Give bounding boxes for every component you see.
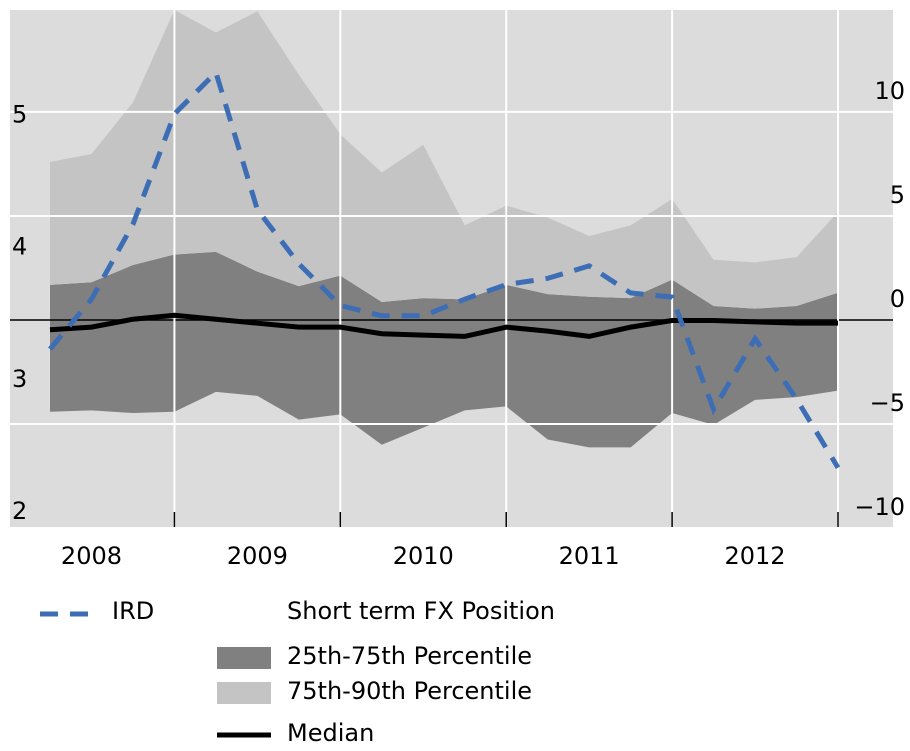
x-group-label: 2010 xyxy=(393,542,454,570)
legend-label: IRD xyxy=(112,597,154,625)
x-group-label: 2009 xyxy=(227,542,288,570)
x-group-label: 2008 xyxy=(61,542,122,570)
y2-tick-label: 0 xyxy=(890,285,905,313)
y2-tick-label: −5 xyxy=(870,389,905,417)
y-tick-label: 3 xyxy=(12,365,27,393)
legend-title: Short term FX Position xyxy=(287,597,555,625)
x-group-label: 2011 xyxy=(559,542,620,570)
y2-tick-label: −10 xyxy=(854,493,905,521)
x-group-label: 2012 xyxy=(725,542,786,570)
legend-label: 25th-75th Percentile xyxy=(287,642,532,670)
median-line xyxy=(49,312,838,339)
percentile-band xyxy=(50,251,838,448)
legend-swatch xyxy=(217,682,271,704)
y2-tick-label: 10 xyxy=(874,77,905,105)
y2-tick-label: 5 xyxy=(890,181,905,209)
ird-line xyxy=(48,67,841,469)
y-tick-label: 2 xyxy=(12,497,27,525)
percentile-band xyxy=(50,10,838,309)
legend-label: 75th-90th Percentile xyxy=(287,677,532,705)
legend-swatch xyxy=(217,647,271,669)
legend-label: Median xyxy=(287,719,374,747)
y-tick-label: 5 xyxy=(12,101,27,129)
y-tick-label: 4 xyxy=(12,233,27,261)
